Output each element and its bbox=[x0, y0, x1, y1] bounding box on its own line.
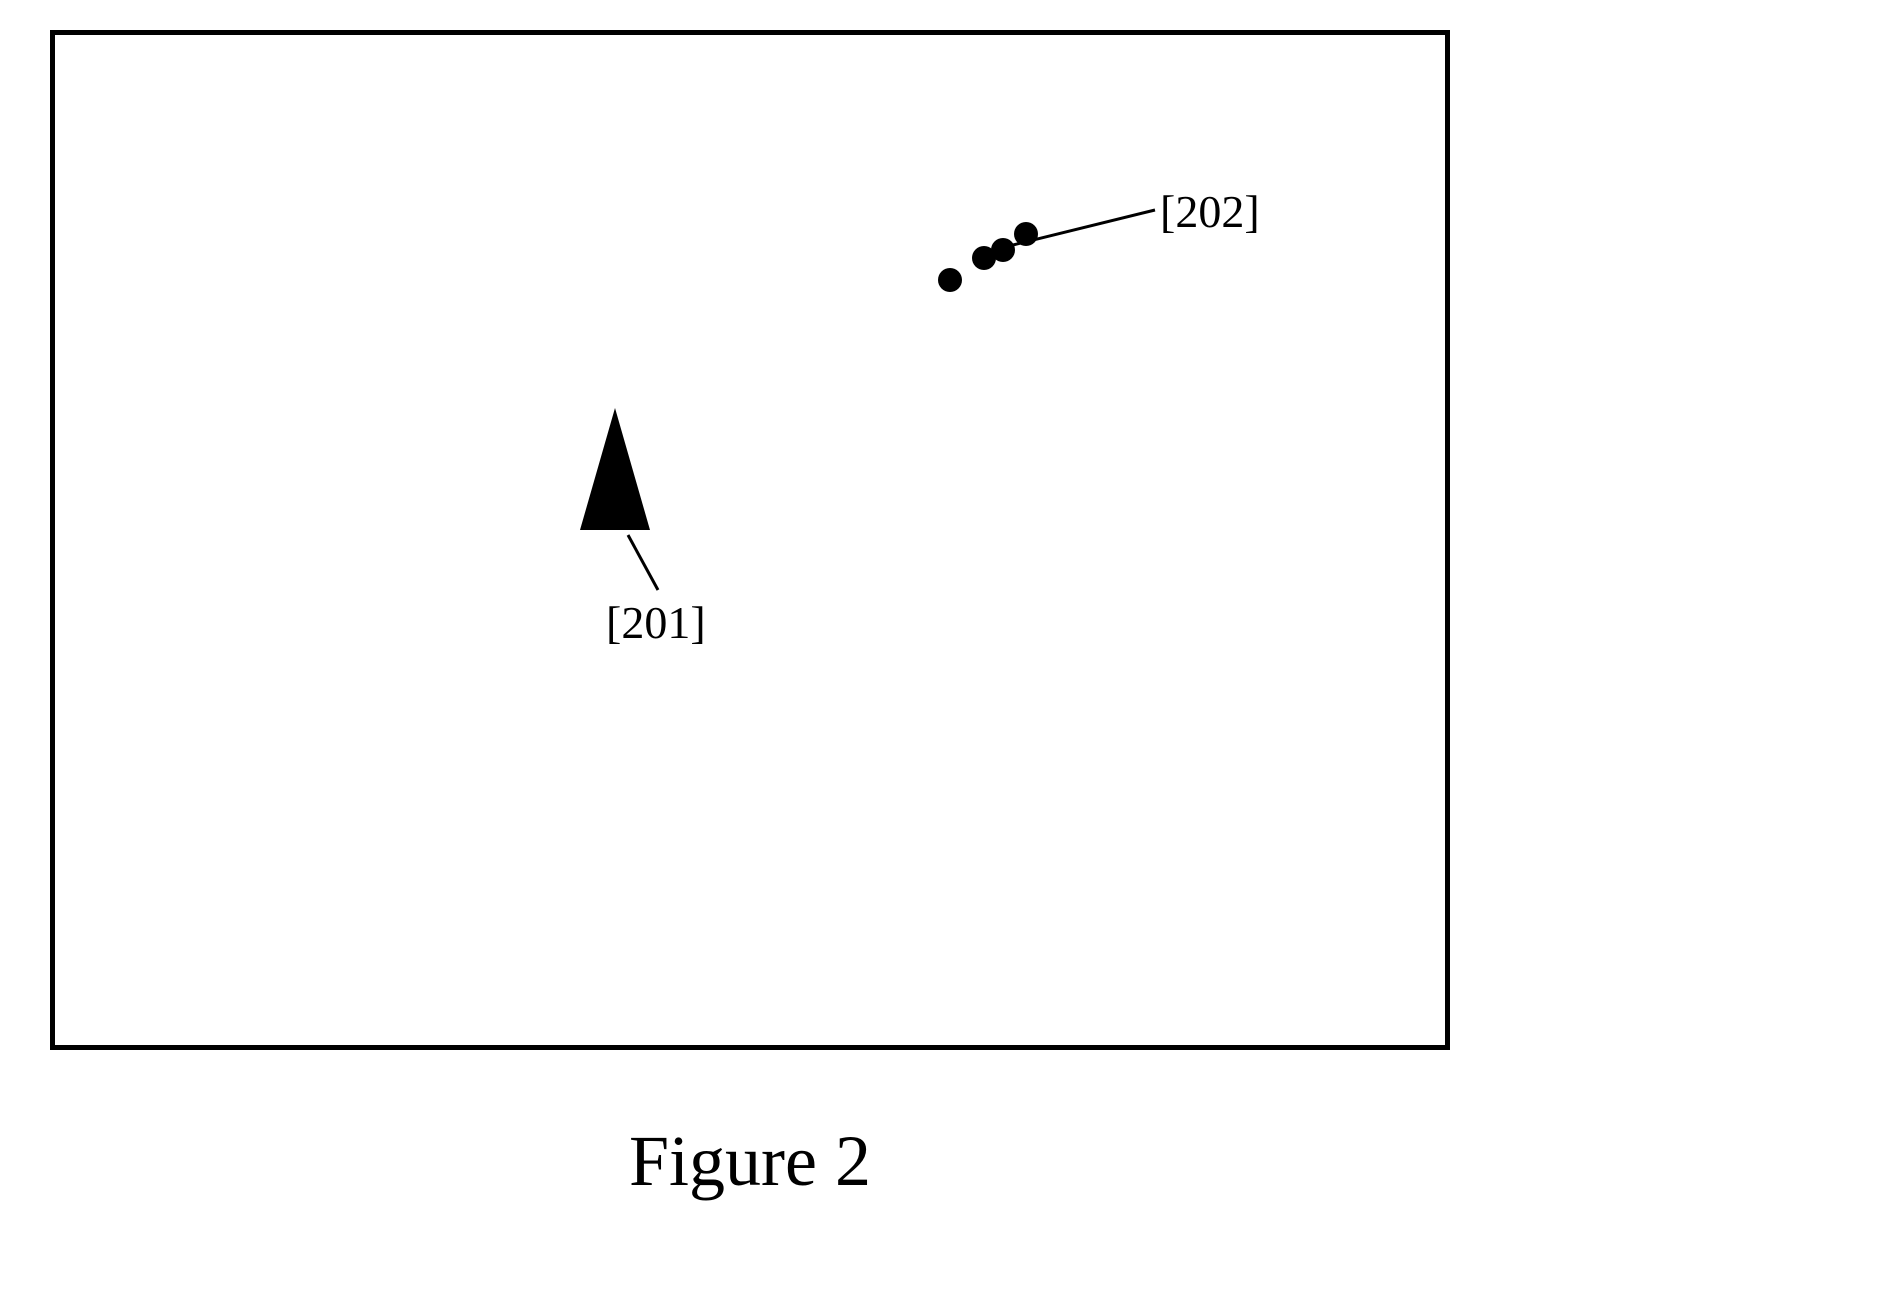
diagram-svg-layer bbox=[50, 30, 1450, 1050]
ref-201-leader-line bbox=[628, 535, 658, 590]
ref-201-label: [201] bbox=[606, 596, 706, 649]
figure-caption: Figure 2 bbox=[50, 1120, 1450, 1203]
cluster-dot-0 bbox=[938, 268, 962, 292]
dot-cluster bbox=[938, 222, 1038, 292]
cluster-dot-2 bbox=[991, 238, 1015, 262]
figure-container: [201] [202] bbox=[50, 30, 1450, 1050]
ship-triangle-icon bbox=[580, 408, 650, 530]
ref-202-label: [202] bbox=[1160, 185, 1260, 238]
